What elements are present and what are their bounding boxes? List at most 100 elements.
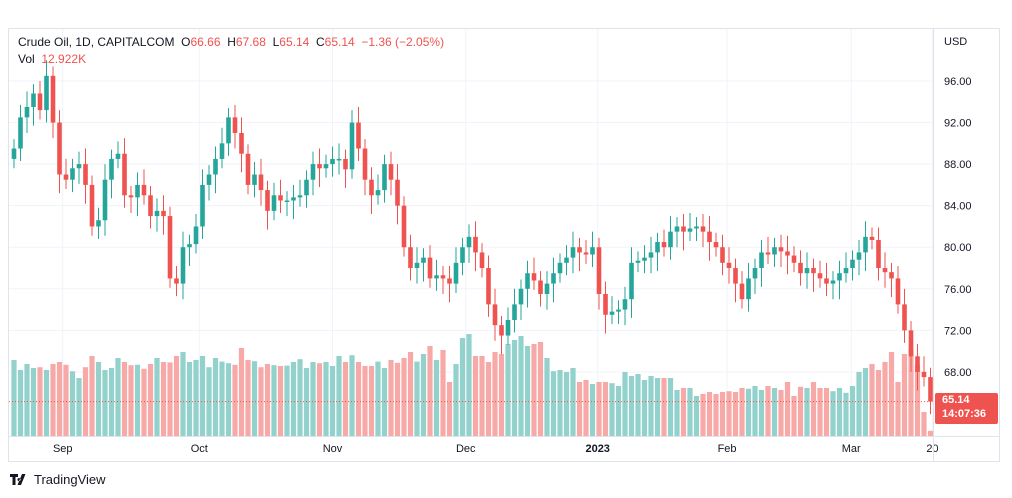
- candle-body: [447, 278, 452, 284]
- candle-body: [668, 231, 673, 248]
- tradingview-icon: [10, 473, 26, 485]
- volume-bar: [82, 367, 89, 436]
- volume-bar: [524, 346, 531, 436]
- volume-bar: [472, 356, 479, 436]
- candle-body: [310, 164, 316, 180]
- candle-body: [297, 195, 303, 198]
- candle-body: [590, 247, 595, 255]
- candle-body: [219, 143, 225, 159]
- volume-bar: [394, 362, 401, 436]
- bar-countdown: 14:07:36: [942, 408, 987, 420]
- candle-body: [102, 179, 108, 221]
- volume-bar: [24, 364, 30, 436]
- time-tick-label: 20: [926, 443, 938, 455]
- candle-body: [856, 252, 862, 260]
- candle-body: [635, 260, 641, 263]
- candle-body: [850, 259, 855, 269]
- volume-bar: [264, 364, 271, 436]
- price-tick-label: 96.00: [944, 76, 972, 88]
- volume-bar: [667, 378, 674, 436]
- volume-bar: [167, 362, 173, 436]
- symbol-label[interactable]: Crude Oil, 1D, CAPITALCOM: [18, 35, 175, 49]
- price-tick-label: 76.00: [944, 284, 972, 296]
- candle-body: [135, 184, 140, 198]
- volume-bar: [277, 366, 284, 436]
- candle-body: [746, 278, 751, 300]
- volume-bar: [700, 394, 706, 436]
- price-tick-label: 68.00: [944, 367, 972, 379]
- candle-body: [174, 278, 179, 284]
- time-tick-label: Sep: [53, 443, 73, 455]
- volume-bar: [862, 368, 869, 436]
- candle-body: [681, 226, 686, 232]
- candle-body: [356, 122, 361, 149]
- candle-body: [421, 257, 426, 263]
- volume-bar: [407, 352, 414, 436]
- candle-body: [395, 179, 400, 206]
- volume-bar: [43, 370, 50, 436]
- volume-bar: [115, 358, 121, 436]
- candle-body: [564, 257, 569, 263]
- volume-bar: [498, 354, 505, 436]
- candle-body: [570, 247, 576, 258]
- candle-body: [453, 262, 459, 284]
- volume-bar: [420, 354, 427, 436]
- volume-bar: [648, 376, 654, 436]
- candle-body: [232, 117, 238, 133]
- tradingview-label: TradingView: [34, 472, 106, 487]
- chart-frame[interactable]: [8, 28, 1000, 462]
- volume-bar: [882, 362, 888, 436]
- candle-body: [271, 195, 277, 211]
- candle-body: [674, 226, 680, 232]
- close-value: 65.14: [324, 35, 355, 49]
- candle-body: [882, 268, 888, 273]
- candle-body: [24, 106, 30, 118]
- volume-bar: [492, 352, 498, 436]
- volume-bar: [336, 356, 342, 436]
- candle-body: [902, 304, 907, 331]
- volume-bar: [212, 358, 219, 436]
- volume-bar: [745, 388, 752, 436]
- candle-body: [707, 231, 712, 243]
- candle-body: [245, 153, 251, 185]
- candle-body: [278, 195, 283, 201]
- volume-bar: [765, 386, 771, 436]
- candle-body: [122, 153, 127, 196]
- volume-bar: [583, 380, 589, 436]
- candle-body: [63, 174, 69, 180]
- price-tick-label: 84.00: [944, 201, 972, 213]
- candle-body: [44, 75, 49, 111]
- volume-bar: [687, 388, 693, 436]
- candle-body: [57, 122, 62, 175]
- candle-body: [785, 251, 790, 256]
- volume-bar: [414, 361, 420, 436]
- volume-bar: [602, 382, 609, 436]
- candle-body: [492, 304, 498, 326]
- volume-bar: [732, 392, 739, 436]
- candle-body: [89, 184, 95, 227]
- time-tick-label: Oct: [191, 443, 208, 455]
- candle-body: [362, 148, 368, 180]
- volume-bar: [563, 372, 570, 436]
- tradingview-logo[interactable]: TradingView: [10, 472, 106, 487]
- volume-bar: [271, 365, 277, 436]
- candle-body: [791, 255, 797, 263]
- candle-body: [876, 239, 881, 269]
- candle-body: [837, 273, 842, 281]
- volume-bar: [11, 360, 17, 436]
- open-label: O: [181, 35, 191, 49]
- volume-bar: [674, 390, 680, 436]
- candle-body: [154, 210, 160, 217]
- time-tick-label: Dec: [456, 443, 476, 455]
- candle-body: [778, 247, 784, 252]
- volume-bar: [102, 370, 108, 436]
- volume-bar: [693, 396, 700, 436]
- candle-body: [167, 216, 173, 279]
- volume-bar: [329, 366, 336, 436]
- ohlc-legend: Crude Oil, 1D, CAPITALCOM O66.66 H67.68 …: [18, 35, 444, 49]
- volume-bar: [706, 392, 713, 436]
- volume-bar: [362, 366, 368, 436]
- candle-body: [830, 280, 836, 284]
- candle-body: [928, 377, 933, 402]
